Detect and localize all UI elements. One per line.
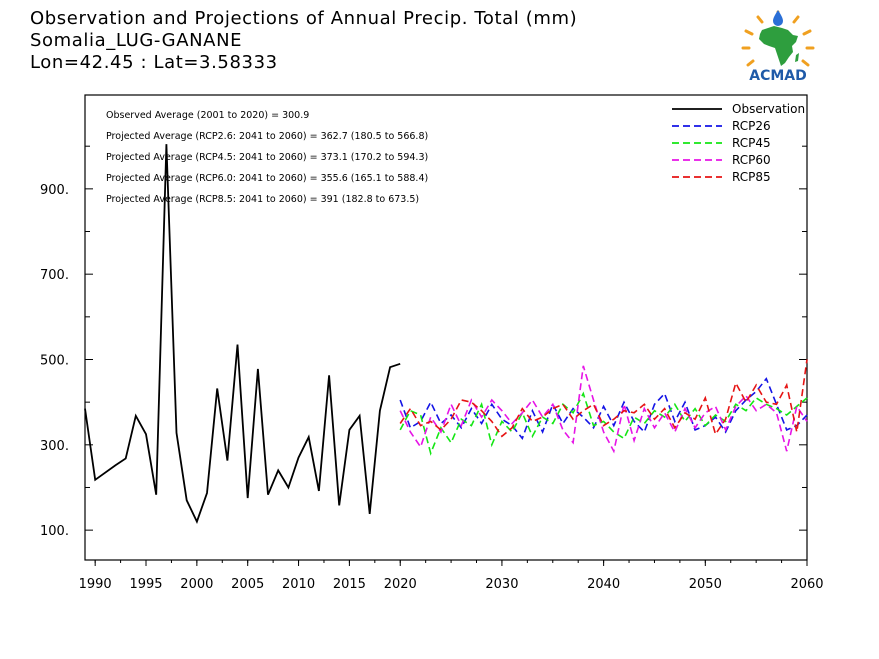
chart-subtitle-coordinates: Lon=42.45 : Lat=3.58333 [30, 52, 278, 73]
y-tick-label: 700. [40, 268, 69, 283]
acmad-logo: ACMAD [738, 8, 818, 84]
axes: 100. 300. 500. 700. 900. 1990 1995 2000 2005 2010… [40, 145, 824, 592]
legend-label-rcp26: RCP26 [732, 119, 771, 133]
series-line-rcp60 [399, 365, 808, 454]
x-tick-label: 1990 [79, 577, 112, 592]
y-tick-label: 500. [40, 353, 69, 368]
madagascar-shape [795, 53, 799, 62]
series-line-rcp26 [399, 377, 808, 441]
africa-shape [759, 26, 798, 66]
stat-observed-average: Observed Average (2001 to 2020) = 300.9 [106, 110, 309, 121]
x-tick-label: 2005 [231, 577, 264, 592]
x-tick-label: 2020 [384, 577, 417, 592]
water-drop-icon [773, 10, 783, 26]
x-tick-label: 2000 [180, 577, 213, 592]
x-tick-label: 1995 [129, 577, 162, 592]
stat-rcp45-average: Projected Average (RCP4.5: 2041 to 2060)… [106, 152, 428, 163]
x-tick-label: 2010 [282, 577, 315, 592]
sun-rays [741, 10, 815, 67]
x-tick-label: 2015 [333, 577, 366, 592]
legend-label-rcp60: RCP60 [732, 153, 771, 167]
x-tick-label: 2040 [587, 577, 620, 592]
stat-rcp60-average: Projected Average (RCP6.0: 2041 to 2060)… [106, 173, 428, 184]
y-tick-label: 900. [40, 183, 69, 198]
series-line-observation [84, 144, 401, 524]
plot-frame [84, 94, 808, 561]
africa-map-logo-icon: ACMAD [741, 10, 815, 84]
stat-rcp26-average: Projected Average (RCP2.6: 2041 to 2060)… [106, 131, 428, 142]
stats-annotations: Observed Average (2001 to 2020) = 300.9 … [106, 110, 428, 205]
y-tick-label: 100. [40, 524, 69, 539]
legend-label-rcp45: RCP45 [732, 136, 771, 150]
legend-label-rcp85: RCP85 [732, 170, 771, 184]
chart-subtitle-location: Somalia_LUG-GANANE [30, 30, 243, 51]
series-line-rcp85 [399, 359, 808, 438]
legend-label-observation: Observation [732, 102, 805, 116]
x-tick-label: 2060 [790, 577, 823, 592]
x-tick-label: 2050 [689, 577, 722, 592]
x-tick-label: 2030 [485, 577, 518, 592]
y-tick-label: 300. [40, 439, 69, 454]
logo-text: ACMAD [749, 68, 807, 84]
legend: Observation RCP26 RCP45 RCP60 RCP85 [672, 102, 805, 184]
chart-title: Observation and Projections of Annual Pr… [30, 8, 578, 29]
chart-title-block: Observation and Projections of Annual Pr… [30, 8, 577, 74]
data-series [84, 144, 808, 524]
series-line-rcp45 [399, 391, 808, 456]
stat-rcp85-average: Projected Average (RCP8.5: 2041 to 2060)… [106, 194, 419, 205]
